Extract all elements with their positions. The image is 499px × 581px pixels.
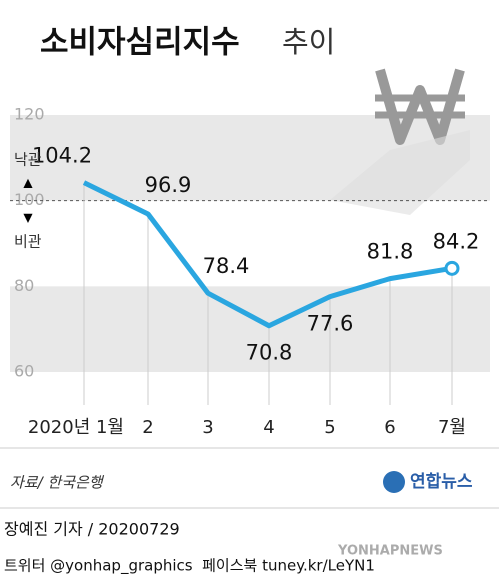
annotation-down: 비관 xyxy=(14,233,42,251)
x-tick-label: 3 xyxy=(202,417,213,438)
chart-subtitle: 추이 xyxy=(282,25,335,59)
source: 자료/ 한국은행 xyxy=(10,474,105,492)
data-label: 78.4 xyxy=(203,254,250,278)
data-label: 96.9 xyxy=(145,173,192,197)
y-tick-label: 80 xyxy=(14,276,34,295)
x-tick-label: 6 xyxy=(384,417,395,438)
chart-title: 소비자심리지수 xyxy=(40,25,240,61)
data-label: 81.8 xyxy=(367,240,414,264)
x-tick-label: 2 xyxy=(142,417,153,438)
arrow-up: ▲ xyxy=(23,176,33,190)
y-tick-label: 100 xyxy=(14,190,45,209)
y-tick-label: 120 xyxy=(14,105,45,124)
watermark: YONHAPNEWS xyxy=(337,544,443,559)
x-tick-label: 4 xyxy=(263,417,274,438)
line xyxy=(82,180,453,329)
data-label: 70.8 xyxy=(246,341,293,365)
point xyxy=(444,260,460,276)
arrow-down: ▼ xyxy=(23,211,33,225)
x-tick-label: 7월 xyxy=(438,417,466,438)
won-shadow xyxy=(330,130,470,215)
logo: 연합뉴스 xyxy=(410,471,473,492)
x-tick-label: 2020년 1월 xyxy=(28,417,124,438)
data-label: 104.2 xyxy=(32,144,92,168)
data-label: 77.6 xyxy=(307,312,354,336)
data-label: 84.2 xyxy=(433,229,480,253)
won-icon xyxy=(375,68,465,145)
x-tick-label: 5 xyxy=(324,417,335,438)
social: 트위터 @yonhap_graphics 페이스북 tuney.kr/LeYN1 xyxy=(4,557,375,576)
band xyxy=(10,286,490,372)
annotation-up: 낙관 xyxy=(14,151,42,169)
y-tick-label: 60 xyxy=(14,362,34,381)
logo-mark xyxy=(383,471,405,493)
credit: 장예진 기자 / 20200729 xyxy=(4,520,180,539)
